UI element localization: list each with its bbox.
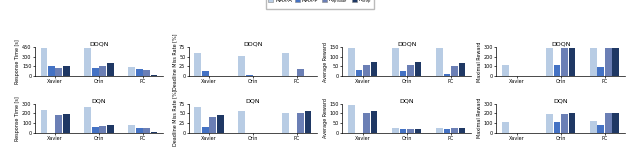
- Bar: [364, 65, 370, 76]
- Bar: [436, 48, 443, 76]
- Title: DQN: DQN: [92, 98, 106, 103]
- Legend: MAX-A, MAX-P, $R^1_{episode}$, $R^1_{step}$: MAX-A, MAX-P, $R^1_{episode}$, $R^1_{ste…: [266, 0, 374, 9]
- Bar: [195, 107, 201, 133]
- Y-axis label: Deadline Miss Rate [%]: Deadline Miss Rate [%]: [172, 90, 177, 146]
- Bar: [246, 75, 253, 76]
- Bar: [356, 70, 362, 76]
- Bar: [458, 63, 465, 76]
- Bar: [436, 128, 443, 133]
- Bar: [99, 126, 106, 133]
- Bar: [502, 65, 509, 76]
- Bar: [84, 107, 91, 133]
- Bar: [451, 66, 458, 76]
- Title: DQN: DQN: [246, 98, 260, 103]
- Bar: [136, 69, 143, 76]
- Bar: [364, 113, 370, 133]
- Bar: [612, 48, 619, 76]
- Y-axis label: Average Reward: Average Reward: [323, 98, 328, 138]
- Bar: [399, 71, 406, 76]
- Bar: [568, 48, 575, 76]
- Bar: [415, 129, 421, 133]
- Title: DQN: DQN: [399, 98, 414, 103]
- Bar: [605, 48, 612, 76]
- Bar: [561, 48, 568, 76]
- Bar: [415, 61, 421, 76]
- Bar: [40, 110, 47, 133]
- Bar: [444, 129, 451, 133]
- Bar: [143, 128, 150, 133]
- Bar: [195, 53, 201, 76]
- Title: DDQN: DDQN: [89, 41, 109, 46]
- Bar: [129, 67, 135, 76]
- Bar: [451, 128, 458, 133]
- Bar: [444, 74, 451, 76]
- Y-axis label: Average Reward: Average Reward: [323, 41, 328, 82]
- Bar: [99, 66, 106, 76]
- Bar: [590, 121, 596, 133]
- Bar: [546, 48, 553, 76]
- Bar: [209, 117, 216, 133]
- Bar: [598, 67, 604, 76]
- Bar: [392, 48, 399, 76]
- Bar: [371, 63, 378, 76]
- Bar: [129, 125, 135, 133]
- Title: DDQN: DDQN: [243, 41, 262, 46]
- Bar: [202, 71, 209, 76]
- Bar: [561, 114, 568, 133]
- Y-axis label: Response Time [s]: Response Time [s]: [15, 39, 20, 84]
- Bar: [63, 66, 70, 76]
- Bar: [282, 53, 289, 76]
- Bar: [238, 111, 245, 133]
- Bar: [107, 63, 113, 76]
- Bar: [407, 65, 414, 76]
- Bar: [502, 122, 509, 133]
- Title: DDQN: DDQN: [551, 41, 570, 46]
- Bar: [143, 70, 150, 76]
- Bar: [598, 124, 604, 133]
- Bar: [40, 48, 47, 76]
- Y-axis label: Maximal Reward: Maximal Reward: [477, 98, 482, 138]
- Bar: [348, 105, 355, 133]
- Bar: [458, 128, 465, 133]
- Bar: [136, 128, 143, 133]
- Bar: [554, 65, 560, 76]
- Bar: [348, 48, 355, 76]
- Bar: [48, 66, 54, 76]
- Bar: [84, 48, 91, 76]
- Title: DQN: DQN: [554, 98, 568, 103]
- Bar: [554, 122, 560, 133]
- Title: DDQN: DDQN: [397, 41, 417, 46]
- Bar: [297, 69, 304, 76]
- Bar: [605, 113, 612, 133]
- Bar: [92, 68, 99, 76]
- Bar: [399, 129, 406, 133]
- Bar: [63, 114, 70, 133]
- Bar: [92, 127, 99, 133]
- Bar: [202, 127, 209, 133]
- Bar: [392, 128, 399, 133]
- Y-axis label: Maximal Reward: Maximal Reward: [477, 41, 482, 82]
- Bar: [217, 115, 223, 133]
- Bar: [297, 112, 304, 133]
- Bar: [107, 124, 113, 133]
- Y-axis label: Response Time [s]: Response Time [s]: [15, 96, 20, 141]
- Bar: [56, 115, 62, 133]
- Bar: [371, 111, 378, 133]
- Bar: [590, 48, 596, 76]
- Bar: [56, 68, 62, 76]
- Y-axis label: Deadline Miss Rate [%]: Deadline Miss Rate [%]: [172, 33, 177, 90]
- Bar: [238, 56, 245, 76]
- Bar: [407, 129, 414, 133]
- Bar: [305, 111, 312, 133]
- Bar: [568, 113, 575, 133]
- Bar: [612, 113, 619, 133]
- Bar: [546, 114, 553, 133]
- Bar: [282, 112, 289, 133]
- Bar: [151, 132, 157, 133]
